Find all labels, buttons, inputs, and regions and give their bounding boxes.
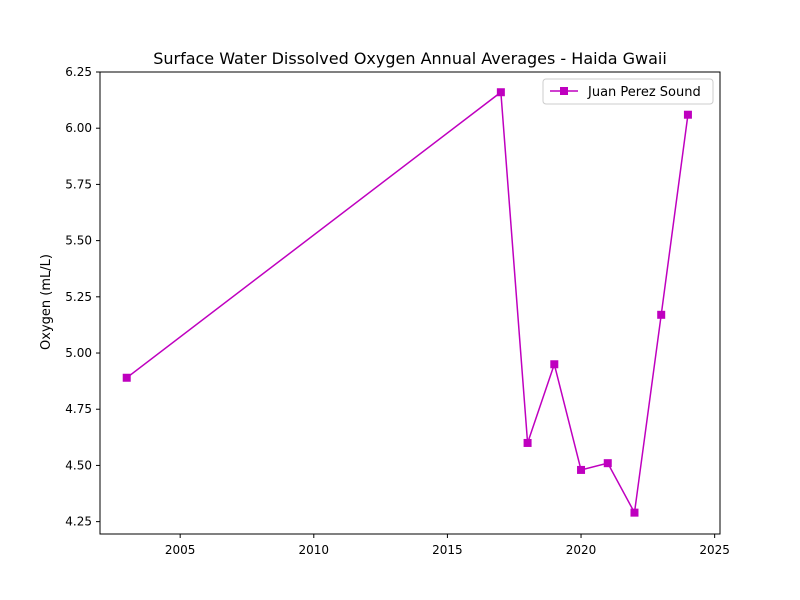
y-tick-label: 4.50 — [65, 458, 92, 472]
y-tick-label: 5.50 — [65, 234, 92, 248]
chart-title: Surface Water Dissolved Oxygen Annual Av… — [153, 49, 667, 68]
legend-box — [542, 78, 714, 105]
x-tick-label: 2010 — [299, 543, 330, 557]
y-tick-label: 6.00 — [65, 121, 92, 135]
x-tick-label: 2020 — [566, 543, 597, 557]
data-point — [523, 438, 532, 447]
plot-frame — [99, 71, 721, 535]
legend: Juan Perez Sound — [542, 78, 714, 105]
data-point — [496, 88, 505, 97]
y-tick-label: 4.25 — [65, 515, 92, 529]
y-tick-label: 5.00 — [65, 346, 92, 360]
x-tick-label: 2015 — [432, 543, 463, 557]
plot-series — [122, 88, 692, 517]
x-tick-label: 2005 — [165, 543, 196, 557]
y-axis-label: Oxygen (mL/L) — [39, 254, 54, 350]
y-tick-label: 4.75 — [65, 402, 92, 416]
legend-label: Juan Perez Sound — [587, 85, 701, 100]
data-point — [683, 110, 692, 119]
y-tick-label: 6.25 — [65, 65, 92, 79]
data-point — [550, 360, 559, 369]
data-point — [657, 310, 666, 319]
legend-marker — [560, 87, 568, 95]
y-tick-label: 5.75 — [65, 177, 92, 191]
axis-ticks: 2005 2010 2015 2020 2025 4.25 4.50 4.75 5.00 5.25… — [65, 65, 730, 557]
data-point — [630, 508, 639, 517]
data-point — [122, 373, 131, 382]
series-line — [126, 90, 689, 516]
y-tick-label: 5.25 — [65, 290, 92, 304]
x-tick-label: 2025 — [699, 543, 730, 557]
data-point — [577, 465, 586, 474]
data-point — [603, 459, 612, 468]
